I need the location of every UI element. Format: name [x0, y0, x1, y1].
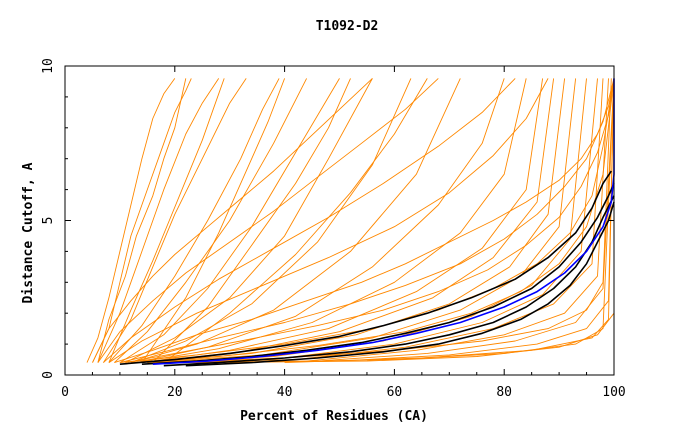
series-line-3 — [103, 78, 247, 363]
series-line-1 — [92, 78, 192, 363]
series-line-24 — [284, 78, 615, 364]
series-line-12 — [141, 78, 544, 364]
x-tick-label-80: 80 — [496, 385, 512, 400]
x-axis-title: Percent of Residues (CA) — [240, 409, 428, 424]
y-axis-title: Distance Cutoff, A — [21, 162, 36, 303]
series-line-4 — [108, 78, 280, 363]
x-tick-label-20: 20 — [167, 385, 183, 400]
series-line-38 — [97, 78, 187, 363]
series-line-27 — [125, 78, 615, 364]
chart-title: T1092-D2 — [316, 19, 379, 34]
series-line-16 — [152, 78, 587, 364]
series-line-44 — [152, 78, 615, 365]
series-line-7 — [125, 78, 373, 364]
x-tick-label-0: 0 — [61, 385, 69, 400]
series-line-9 — [130, 78, 461, 364]
series-line-11 — [136, 78, 527, 364]
series-line-32 — [103, 78, 516, 363]
axis-layer: 0 20 40 60 80 100 0 5 10 — [41, 58, 626, 400]
y-tick-label-5: 5 — [41, 217, 56, 225]
series-line-25 — [114, 78, 615, 364]
series-line-6 — [119, 78, 340, 363]
series-line-35 — [141, 78, 286, 363]
series-line-41 — [141, 183, 615, 365]
y-tick-label-0: 0 — [41, 371, 56, 379]
series-line-39 — [108, 78, 225, 363]
series-line-2 — [97, 78, 220, 363]
series-line-31 — [97, 78, 439, 363]
x-tick-label-100: 100 — [602, 385, 625, 400]
x-tick-label-60: 60 — [387, 385, 403, 400]
series-line-33 — [108, 78, 549, 363]
series-line-26 — [119, 78, 615, 364]
y-tick-label-10: 10 — [41, 58, 56, 74]
series-line-37 — [163, 78, 428, 363]
series-line-8 — [130, 78, 412, 364]
x-tick-label-40: 40 — [277, 385, 293, 400]
series-line-0 — [86, 78, 176, 363]
series-line-14 — [147, 78, 566, 364]
series-line-5 — [114, 78, 308, 363]
series-line-40 — [119, 170, 612, 365]
series-line-36 — [152, 78, 351, 363]
series-line-43 — [185, 201, 615, 367]
series-layer — [86, 78, 615, 367]
series-line-30 — [92, 78, 373, 363]
